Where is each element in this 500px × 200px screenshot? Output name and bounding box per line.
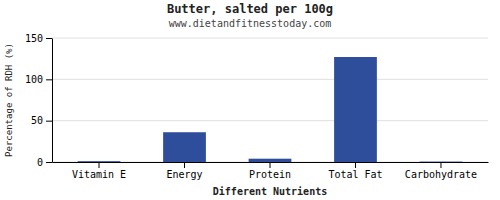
tick: 0: [37, 157, 52, 168]
tick-mark: [46, 79, 52, 80]
grid-line: [52, 79, 488, 80]
y-axis: 0 50 100 150: [25, 33, 53, 168]
bar: [163, 132, 206, 162]
chart: Butter, salted per 100g www.dietandfitnes…: [0, 0, 500, 200]
tick: Energy: [166, 162, 202, 180]
grid-line: [52, 38, 488, 39]
axis-line: [52, 39, 53, 163]
bar: [420, 161, 463, 162]
bars: [78, 57, 463, 162]
tick-label: Energy: [166, 169, 202, 180]
tick-mark: [355, 162, 356, 168]
bar: [249, 159, 292, 162]
tick: Protein: [249, 162, 291, 180]
tick-label: 150: [25, 33, 43, 44]
plot-area: 0 50 100 150 Vitamin E Energy Protein Total Fat…: [25, 33, 489, 180]
bar: [78, 161, 121, 162]
grid: [52, 38, 488, 162]
tick-mark: [46, 38, 52, 39]
tick: Carbohydrate: [405, 162, 477, 180]
tick-label: 100: [25, 74, 43, 85]
x-axis: Vitamin E Energy Protein Total Fat Carbohydr…: [53, 162, 489, 180]
tick-mark: [46, 162, 52, 163]
title: Butter, salted per 100g: [167, 2, 333, 16]
tick-mark: [440, 162, 441, 168]
tick-label: 0: [37, 157, 43, 168]
tick: Total Fat: [328, 162, 382, 180]
x-axis-title: Different Nutrients: [213, 186, 327, 197]
tick-label: 50: [31, 115, 43, 126]
bar: [334, 57, 377, 162]
tick-label: Protein: [249, 169, 291, 180]
tick: 150: [25, 33, 52, 44]
tick-mark: [184, 162, 185, 168]
y-axis-title: Percentage of RDH (%): [4, 43, 14, 157]
tick-label: Carbohydrate: [405, 169, 477, 180]
tick-label: Total Fat: [328, 169, 382, 180]
tick-mark: [46, 121, 52, 122]
tick-mark: [270, 162, 271, 168]
tick-label: Vitamin E: [72, 169, 126, 180]
tick: Vitamin E: [72, 162, 126, 180]
tick: 100: [25, 74, 52, 85]
tick: 50: [31, 115, 52, 126]
tick-mark: [99, 162, 100, 168]
grid-line: [52, 120, 488, 121]
subtitle: www.dietandfitnesstoday.com: [169, 18, 332, 29]
